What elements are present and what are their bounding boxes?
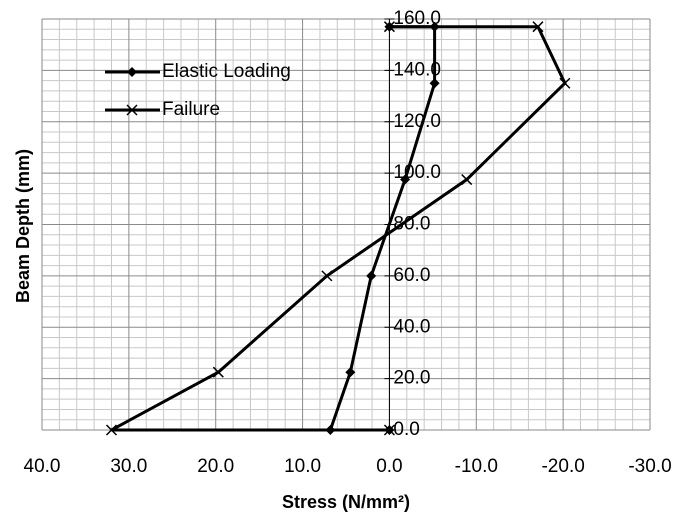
x-tick-label: 0.0 (376, 456, 402, 477)
x-tick-label: 20.0 (197, 456, 234, 477)
y-axis-title: Beam Depth (mm) (13, 149, 33, 303)
point (321, 270, 333, 282)
y-tick-label: 140.0 (393, 59, 441, 80)
point (559, 77, 571, 89)
point (532, 21, 544, 33)
point (212, 366, 224, 378)
series-line (110, 25, 567, 432)
y-tick-label: 160.0 (393, 8, 441, 29)
point (366, 270, 377, 281)
x-tick-label: -10.0 (455, 456, 498, 477)
x-tick-label: -30.0 (628, 456, 671, 477)
y-tick-label: 60.0 (393, 265, 430, 286)
x-tick-label: 40.0 (24, 456, 61, 477)
point (383, 424, 395, 436)
legend-marker (126, 104, 138, 116)
legend-label: Elastic Loading (162, 61, 291, 82)
point (105, 424, 118, 436)
x-tick-label: 10.0 (284, 456, 321, 477)
y-tick-label: 80.0 (393, 214, 430, 235)
legend-label: Failure (162, 99, 220, 120)
series-line (328, 25, 437, 432)
y-tick-label: 120.0 (393, 111, 441, 132)
x-axis-title: Stress (N/mm²) (282, 492, 410, 512)
legend-marker (127, 67, 137, 77)
y-tick-label: 20.0 (393, 368, 430, 389)
point (400, 174, 411, 185)
x-tick-label: -20.0 (541, 456, 584, 477)
y-tick-label: 40.0 (393, 316, 430, 337)
point (383, 21, 395, 33)
point (461, 174, 473, 186)
point (429, 78, 440, 89)
x-tick-label: 30.0 (110, 456, 147, 477)
point (345, 367, 356, 378)
y-tick-label: 0.0 (393, 419, 419, 440)
